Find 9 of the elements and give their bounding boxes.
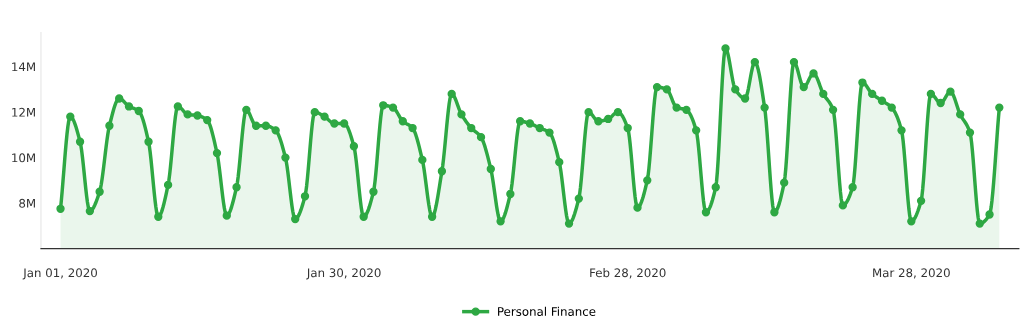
x-tick-label: Feb 28, 2020 — [590, 268, 666, 279]
y-tick-label: 14M — [12, 62, 35, 72]
y-tick-label: 8M — [19, 198, 35, 208]
y-tick-label: 10M — [12, 153, 35, 163]
legend-label: Personal Finance — [498, 306, 596, 316]
x-tick-label: Jan 30, 2020 — [306, 268, 381, 280]
x-tick-label: Mar 28, 2020 — [873, 268, 950, 279]
y-tick-label: 12M — [12, 107, 35, 117]
x-tick-label: Jan 01, 2020 — [22, 268, 97, 280]
